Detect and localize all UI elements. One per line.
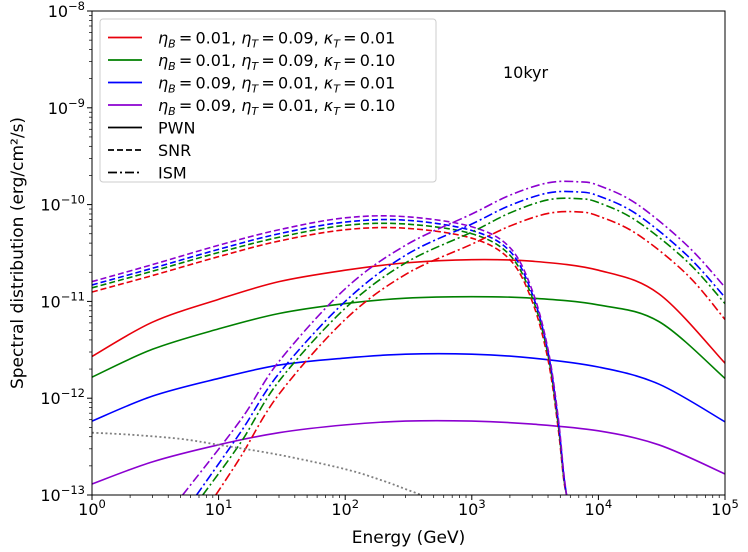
series-line-5 [92,226,568,495]
legend-label-2: ηB = 0.01, ηT = 0.09, κT = 0.10 [158,51,395,73]
series-line-11 [195,190,725,495]
x-tick-label-0: 100 [78,497,106,519]
series-layer [92,180,725,495]
x-tick-label-5: 105 [711,497,739,519]
y-tick-label-3: 10−10 [40,193,85,215]
y-tick-label-5: 10−8 [48,0,85,21]
x-tick-label-3: 103 [458,497,486,519]
legend-label-7: ISM [158,164,187,183]
series-line-4 [92,419,725,485]
legend-frame [99,18,437,183]
x-tick-label-4: 104 [585,497,613,519]
y-tick-label-2: 10−11 [40,289,85,311]
plot-frame [91,10,726,496]
x-tick-label-2: 102 [331,497,359,519]
series-line-2 [92,295,725,380]
series-line-7 [92,218,568,495]
y-axis-label: Spectral distribution (erg/cm²/s) [8,117,28,389]
series-line-12 [182,180,725,495]
legend-label-3: ηB = 0.09, ηT = 0.01, κT = 0.01 [158,74,395,96]
age-annotation: 10kyr [503,63,549,82]
y-tick-label-0: 10−13 [40,483,85,505]
legend-label-5: PWN [158,119,195,138]
legend-label-6: SNR [158,141,191,160]
x-tick-label-1: 101 [205,497,233,519]
y-tick-label-1: 10−12 [40,386,85,408]
legend-label-1: ηB = 0.01, ηT = 0.09, κT = 0.01 [158,29,395,51]
series-line-3 [92,352,725,423]
series-line-6 [92,222,568,495]
tick-labels-layer: 100 101 102 103 104 105 10−13 10−12 10−11 10−10 10… [40,0,738,519]
y-tick-label-4: 10−9 [48,96,85,118]
series-line-10 [202,197,725,495]
ticks-layer [87,10,726,500]
x-axis-label: Energy (GeV) [352,528,465,548]
series-line-9 [215,210,725,495]
series-line-8 [92,215,568,495]
legend-label-4: ηB = 0.09, ηT = 0.01, κT = 0.10 [158,96,395,118]
